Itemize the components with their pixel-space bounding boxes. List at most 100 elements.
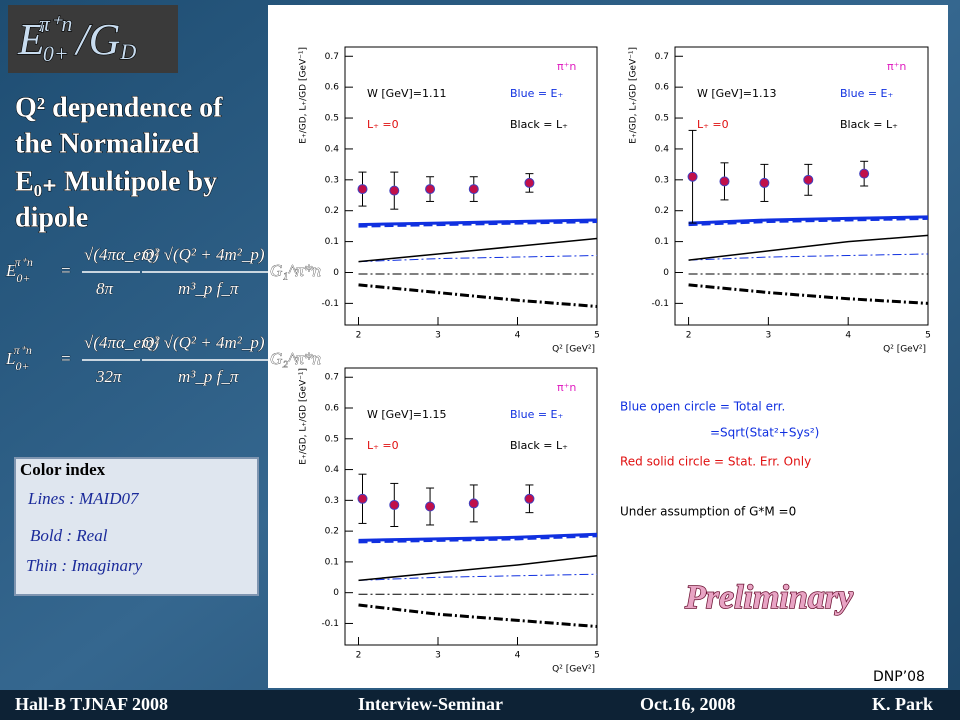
model-line [358, 255, 598, 263]
eq-den: m³_p f_π [178, 367, 239, 386]
x-tick-label: 4 [845, 331, 851, 341]
data-point [425, 501, 436, 512]
y-tick-label: 0.6 [325, 404, 340, 414]
title-main: E [17, 15, 45, 64]
annotation: π⁺n [557, 60, 576, 73]
x-tick-label: 5 [594, 331, 600, 341]
y-tick-label: 0.6 [655, 83, 670, 93]
data-point [468, 184, 479, 195]
subtitle-line: Q² dependence of [15, 92, 223, 123]
model-line [688, 215, 929, 225]
data-point [759, 177, 770, 188]
annotation: W [GeV]=1.13 [697, 87, 776, 100]
note: Red solid circle = Stat. Err. Only [620, 455, 811, 469]
y-tick-label: 0.7 [655, 52, 669, 62]
equation-lhs: L0+ π⁺n [5, 343, 32, 373]
x-tick-label: 3 [766, 331, 772, 341]
annotation: Black = L₊ [510, 439, 568, 452]
color-index-item: Thin : Imaginary [26, 556, 143, 575]
y-tick-label: 0.4 [655, 144, 670, 154]
y-tick-label: 0 [333, 588, 339, 598]
x-axis-label: Q² [GeV²] [552, 345, 595, 355]
footer-text: Hall-B TJNAF 2008 [15, 694, 168, 714]
equation-lhs: E0+ π⁺n [5, 255, 33, 285]
title-slash-sub: D [119, 39, 136, 64]
eq-num: Q² √(Q² + 4m²_p) [142, 333, 265, 352]
footer-text: Oct.16, 2008 [640, 694, 735, 714]
x-tick-label: 2 [356, 651, 362, 661]
y-tick-label: 0.5 [325, 434, 339, 444]
eq-den: 32π [95, 367, 122, 386]
model-line [358, 534, 598, 544]
x-tick-label: 3 [435, 651, 441, 661]
annotation: Blue = E₊ [840, 87, 894, 100]
plot-panel [268, 5, 948, 688]
eq-num: Q² √(Q² + 4m²_p) [142, 245, 265, 264]
slide-title: E0+ π⁺n/GD [17, 11, 136, 66]
plot-frame [674, 46, 929, 326]
eq-sup: π⁺n [15, 255, 33, 269]
annotation: L₊ =0 [697, 118, 729, 131]
model-line [688, 283, 929, 305]
y-tick-label: 0.1 [325, 557, 339, 567]
eq-equals: = [60, 261, 71, 280]
subtitle-line: E₀₊ Multipole by [15, 166, 217, 197]
y-tick-label: 0.5 [325, 114, 339, 124]
model-line [688, 253, 929, 261]
x-tick-label: 4 [515, 651, 521, 661]
y-tick-label: 0 [663, 268, 669, 278]
annotation: Blue = E₊ [510, 408, 564, 421]
model-line [358, 573, 598, 581]
model-line [358, 603, 598, 629]
data-point [687, 171, 698, 182]
eq-sup: π⁺n [14, 343, 32, 357]
annotation: π⁺n [887, 60, 906, 73]
annotation: Black = L₊ [510, 118, 568, 131]
note: =Sqrt(Stat²+Sys²) [710, 426, 819, 440]
y-tick-label: 0.3 [325, 496, 339, 506]
y-tick-label: 0.2 [325, 527, 339, 537]
color-index-item: Lines : MAID07 [27, 489, 140, 508]
annotation: W [GeV]=1.11 [367, 87, 446, 100]
data-point [357, 184, 368, 195]
y-tick-label: 0.2 [325, 206, 339, 216]
eq-sub: 0+ [16, 271, 30, 285]
y-tick-label: 0.1 [655, 237, 669, 247]
note: Blue open circle = Total err. [620, 400, 785, 414]
color-index-item: Bold : Real [30, 526, 108, 545]
annotation: L₊ =0 [367, 118, 399, 131]
eq-num: √(4πα_em) [84, 333, 159, 352]
model-line [688, 216, 929, 227]
y-tick-label: 0.4 [325, 465, 340, 475]
y-axis-label: E₊/GD, L₊/GD [GeV⁻¹] [629, 47, 639, 144]
annotation: Blue = E₊ [510, 87, 564, 100]
y-tick-label: -0.1 [321, 299, 339, 309]
data-point [524, 493, 535, 504]
data-point [524, 177, 535, 188]
annotation: π⁺n [557, 381, 576, 394]
plot-frame [344, 367, 598, 646]
data-point [425, 184, 436, 195]
watermark: Preliminary [684, 579, 854, 616]
eq-lhs: E [5, 261, 17, 280]
x-tick-label: 4 [515, 331, 521, 341]
color-index-title: Color index [20, 460, 106, 479]
y-tick-label: 0 [333, 268, 339, 278]
model-line [358, 283, 598, 308]
footer-bar [0, 690, 960, 720]
data-point [468, 498, 479, 509]
y-tick-label: -0.1 [651, 299, 669, 309]
eq-factor: G₁^π*n [270, 261, 321, 280]
eq-sub: 0+ [15, 359, 29, 373]
y-tick-label: 0.3 [325, 175, 339, 185]
x-tick-label: 3 [435, 331, 441, 341]
model-line [358, 237, 598, 263]
y-tick-label: 0.5 [655, 114, 669, 124]
subtitle-line: dipole [15, 202, 88, 233]
model-line [688, 234, 929, 261]
chart: -0.1 0 0.1 0.2 0.3 0.4 0.5 0.6 0.7 2 3 4 5 Q² [GeV²] E… [299, 367, 600, 675]
y-tick-label: 0.3 [655, 175, 669, 185]
data-point [389, 499, 400, 510]
